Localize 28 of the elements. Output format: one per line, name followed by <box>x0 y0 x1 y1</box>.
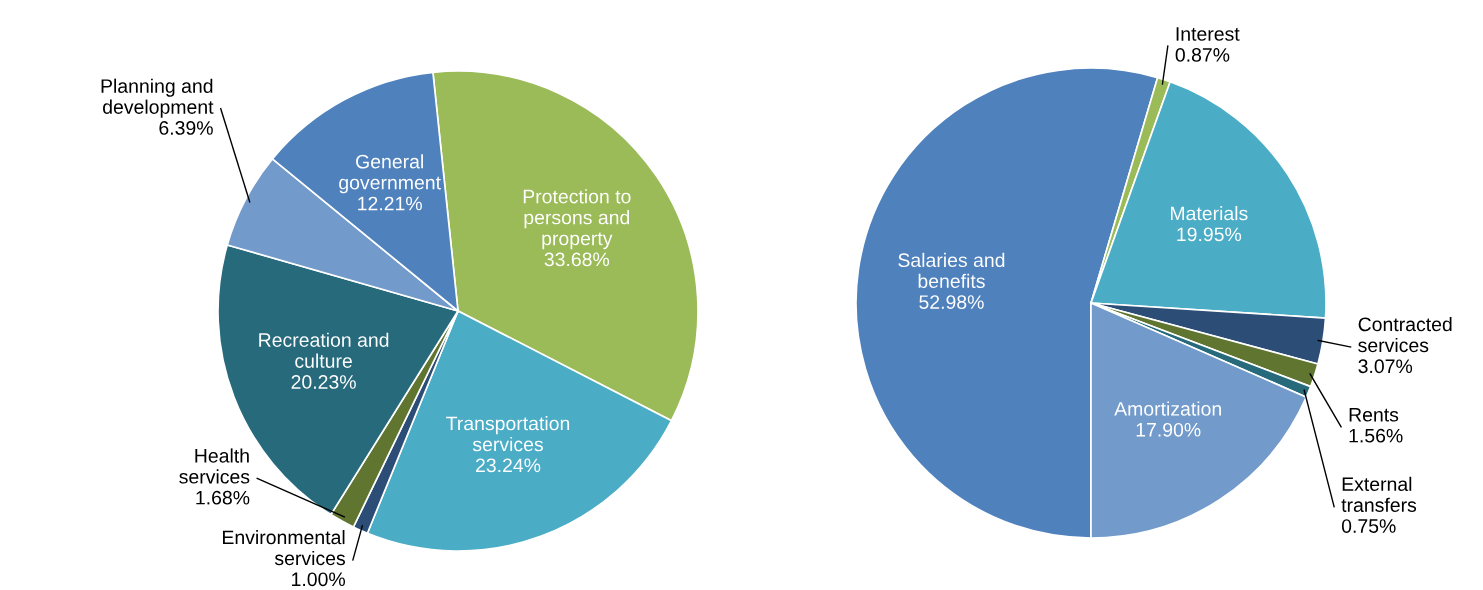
data-label: 1.68% <box>196 490 250 505</box>
data-label: 12.21% <box>358 196 422 211</box>
data-label: 6.39% <box>159 121 213 135</box>
data-label: 0.75% <box>1341 519 1396 533</box>
slice-label: Materials <box>1170 206 1248 221</box>
slice-label: Salaries and benefits <box>898 252 1005 289</box>
data-label: 33.68% <box>544 252 610 267</box>
slice-label: Contracted services <box>1358 316 1452 353</box>
data-label: 17.90% <box>1136 422 1201 437</box>
slice-label: Health services <box>179 448 250 484</box>
data-label: 3.07% <box>1358 359 1413 374</box>
slice-label: Rents <box>1349 408 1399 422</box>
data-label: 23.24% <box>476 458 541 473</box>
data-label: 19.95% <box>1177 227 1242 242</box>
data-label: 52.98% <box>919 295 984 309</box>
slice-label: Environmental services <box>223 529 345 566</box>
slice-label: Transportation services <box>446 416 570 452</box>
data-label: 0.87% <box>1175 48 1230 62</box>
data-label: 20.23% <box>291 375 356 389</box>
data-label: 1.56% <box>1349 428 1403 443</box>
slice-label: Interest <box>1176 27 1240 41</box>
slice-label: Planning and development <box>101 78 214 118</box>
slice-label: Protection to persons and property <box>523 189 631 250</box>
slice-label: External transfers <box>1341 476 1417 512</box>
slice-label: Recreation and culture <box>259 332 389 368</box>
data-label: 1.00% <box>292 572 346 587</box>
slice-label: Amortization <box>1114 401 1221 416</box>
slice-label: General government <box>339 154 441 194</box>
